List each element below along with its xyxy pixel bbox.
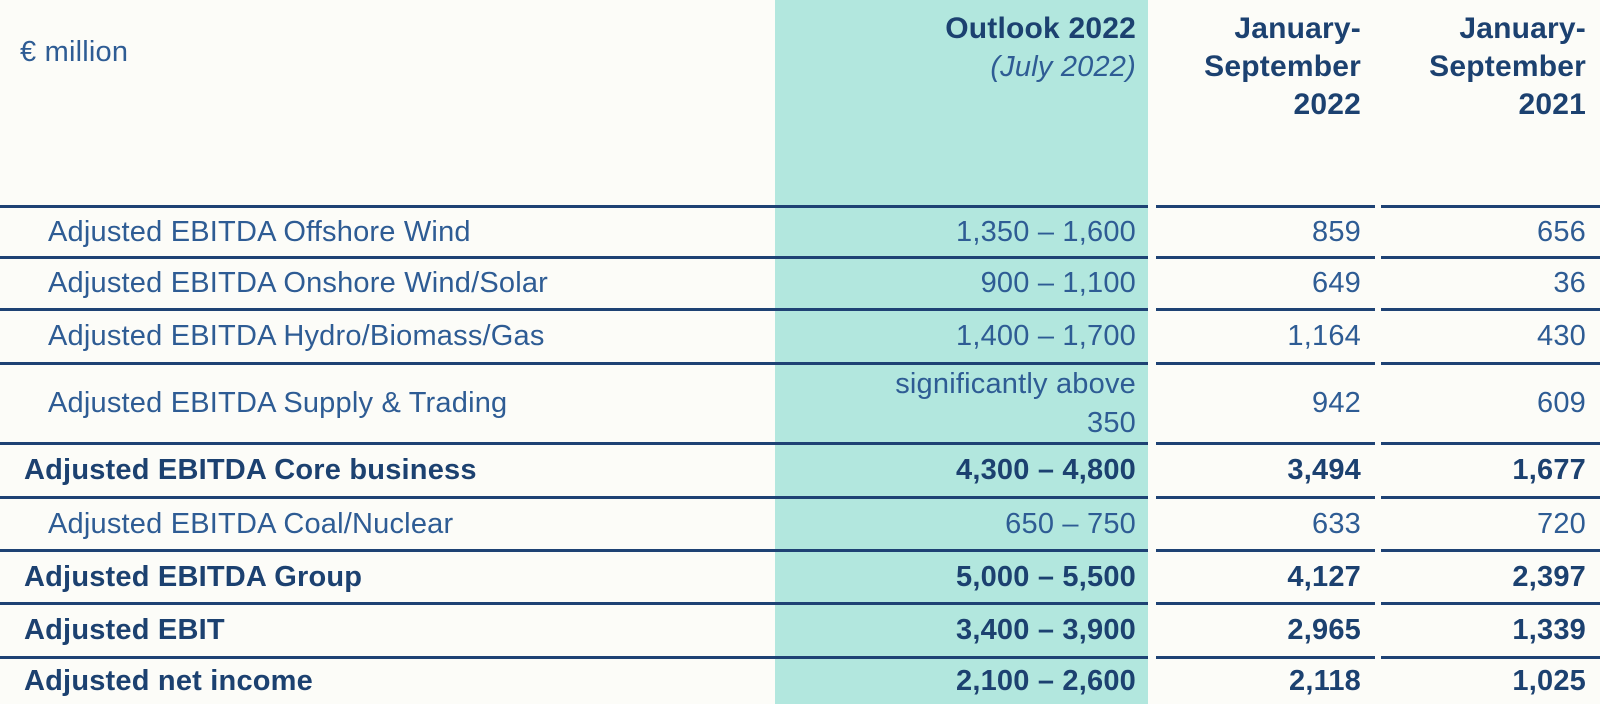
outlook-title: Outlook 2022 [945, 12, 1136, 45]
value-jan-sep-2022: 3,494 [1156, 442, 1375, 496]
value-jan-sep-2021: 1,677 [1381, 442, 1600, 496]
header-outlook-column: Outlook 2022 (July 2022) [775, 0, 1148, 205]
row-label: Adjusted EBITDA Hydro/Biomass/Gas [0, 308, 775, 362]
outlook-value: 900 – 1,100 [775, 256, 1148, 308]
outlook-value: 650 – 750 [775, 496, 1148, 549]
outlook-value: 1,400 – 1,700 [775, 308, 1148, 362]
value-jan-sep-2021: 609 [1381, 362, 1600, 442]
outlook-value: 5,000 – 5,500 [775, 549, 1148, 602]
column-gap [1148, 308, 1156, 362]
value-jan-sep-2022: 2,965 [1156, 602, 1375, 656]
column-gap [1148, 0, 1156, 205]
column-gap [1148, 362, 1156, 442]
column-gap [1148, 602, 1156, 656]
header-jan-sep-2022: January- September 2022 [1204, 12, 1361, 121]
column-gap [1148, 442, 1156, 496]
outlook-value: 4,300 – 4,800 [775, 442, 1148, 496]
value-jan-sep-2021: 1,339 [1381, 602, 1600, 656]
header-jan-sep-2021: January- September 2021 [1429, 12, 1586, 121]
row-label: Adjusted EBITDA Offshore Wind [0, 205, 775, 256]
outlook-value: 2,100 – 2,600 [775, 656, 1148, 704]
value-jan-sep-2022: 4,127 [1156, 549, 1375, 602]
outlook-subtitle: (July 2022) [990, 51, 1136, 83]
column-gap [1148, 549, 1156, 602]
row-label: Adjusted EBITDA Supply & Trading [0, 362, 775, 442]
value-jan-sep-2021: 1,025 [1381, 656, 1600, 704]
row-label: Adjusted EBIT [0, 602, 775, 656]
value-jan-sep-2021: 430 [1381, 308, 1600, 362]
row-label: Adjusted EBITDA Coal/Nuclear [0, 496, 775, 549]
value-jan-sep-2021: 36 [1381, 256, 1600, 308]
unit-label: € million [20, 36, 129, 68]
column-gap [1148, 496, 1156, 549]
column-gap [1148, 656, 1156, 704]
value-jan-sep-2022: 633 [1156, 496, 1375, 549]
value-jan-sep-2022: 942 [1156, 362, 1375, 442]
outlook-value: 1,350 – 1,600 [775, 205, 1148, 256]
column-gap [1148, 256, 1156, 308]
value-jan-sep-2022: 859 [1156, 205, 1375, 256]
outlook-value: 3,400 – 3,900 [775, 602, 1148, 656]
value-jan-sep-2021: 656 [1381, 205, 1600, 256]
row-label: Adjusted EBITDA Core business [0, 442, 775, 496]
value-jan-sep-2021: 720 [1381, 496, 1600, 549]
column-gap [1148, 205, 1156, 256]
row-label: Adjusted EBITDA Group [0, 549, 775, 602]
row-label: Adjusted net income [0, 656, 775, 704]
outlook-value: significantly above 350 [775, 362, 1148, 442]
row-label: Adjusted EBITDA Onshore Wind/Solar [0, 256, 775, 308]
value-jan-sep-2022: 2,118 [1156, 656, 1375, 704]
value-jan-sep-2021: 2,397 [1381, 549, 1600, 602]
value-jan-sep-2022: 649 [1156, 256, 1375, 308]
value-jan-sep-2022: 1,164 [1156, 308, 1375, 362]
